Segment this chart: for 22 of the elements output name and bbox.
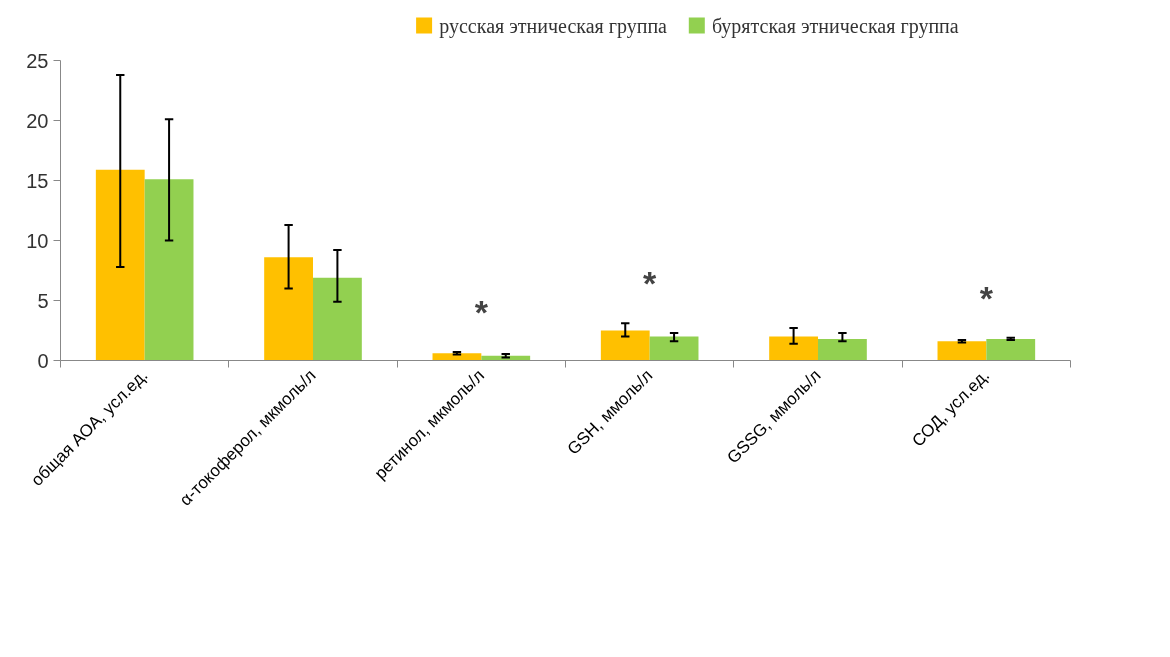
annotation: * bbox=[979, 278, 994, 317]
y-tick-label: 20 bbox=[26, 109, 49, 132]
bar bbox=[769, 336, 818, 361]
bar bbox=[264, 257, 313, 361]
bar bbox=[937, 341, 987, 361]
bar bbox=[986, 338, 1036, 361]
bar bbox=[600, 330, 650, 361]
y-tick-label: 0 bbox=[37, 349, 49, 372]
annotation: * bbox=[643, 264, 658, 303]
y-tick-label: 10 bbox=[26, 229, 49, 252]
legend-label: русская этническая группа bbox=[439, 14, 668, 38]
bar bbox=[818, 338, 867, 361]
bar bbox=[144, 179, 194, 361]
bar bbox=[95, 169, 145, 361]
y-tick-label: 15 bbox=[26, 169, 49, 192]
bar bbox=[313, 277, 362, 361]
bar bbox=[649, 336, 699, 361]
y-tick-label: 25 bbox=[26, 49, 49, 72]
bar bbox=[432, 353, 482, 361]
legend-label: бурятская этническая группа bbox=[711, 14, 959, 38]
annotation: * bbox=[474, 293, 489, 332]
y-tick-label: 5 bbox=[37, 289, 49, 312]
